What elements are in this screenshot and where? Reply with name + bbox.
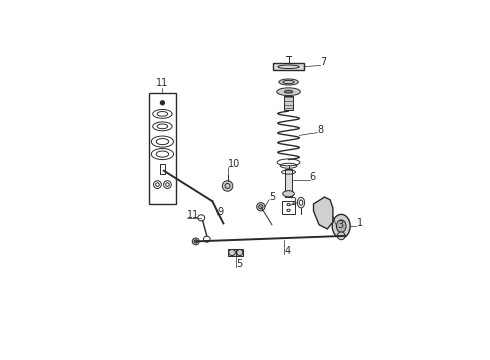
Bar xyxy=(160,164,165,174)
Bar xyxy=(284,96,293,110)
Text: 11: 11 xyxy=(156,77,169,87)
Text: 10: 10 xyxy=(227,159,240,169)
Ellipse shape xyxy=(222,181,233,191)
Text: 7: 7 xyxy=(320,57,327,67)
Ellipse shape xyxy=(277,88,300,96)
Text: 6: 6 xyxy=(310,172,316,183)
Ellipse shape xyxy=(283,191,294,197)
Ellipse shape xyxy=(192,238,199,245)
Circle shape xyxy=(161,101,164,105)
Ellipse shape xyxy=(284,90,293,93)
Text: 8: 8 xyxy=(318,125,323,135)
Text: 5: 5 xyxy=(269,192,275,202)
Text: 5: 5 xyxy=(236,259,242,269)
Bar xyxy=(228,249,236,256)
Text: 3: 3 xyxy=(337,220,343,230)
Bar xyxy=(282,201,295,214)
Ellipse shape xyxy=(257,203,265,211)
Text: 1: 1 xyxy=(356,218,363,228)
Text: 9: 9 xyxy=(218,207,224,217)
Bar xyxy=(273,63,304,70)
Ellipse shape xyxy=(337,232,345,240)
Polygon shape xyxy=(314,197,333,229)
Bar xyxy=(237,249,244,256)
Ellipse shape xyxy=(279,79,298,85)
Text: 2: 2 xyxy=(290,197,296,207)
Text: 4: 4 xyxy=(284,246,291,256)
Bar xyxy=(148,93,176,204)
Text: 11: 11 xyxy=(187,210,199,220)
Ellipse shape xyxy=(332,214,350,238)
Bar xyxy=(286,169,292,197)
Ellipse shape xyxy=(336,220,346,233)
